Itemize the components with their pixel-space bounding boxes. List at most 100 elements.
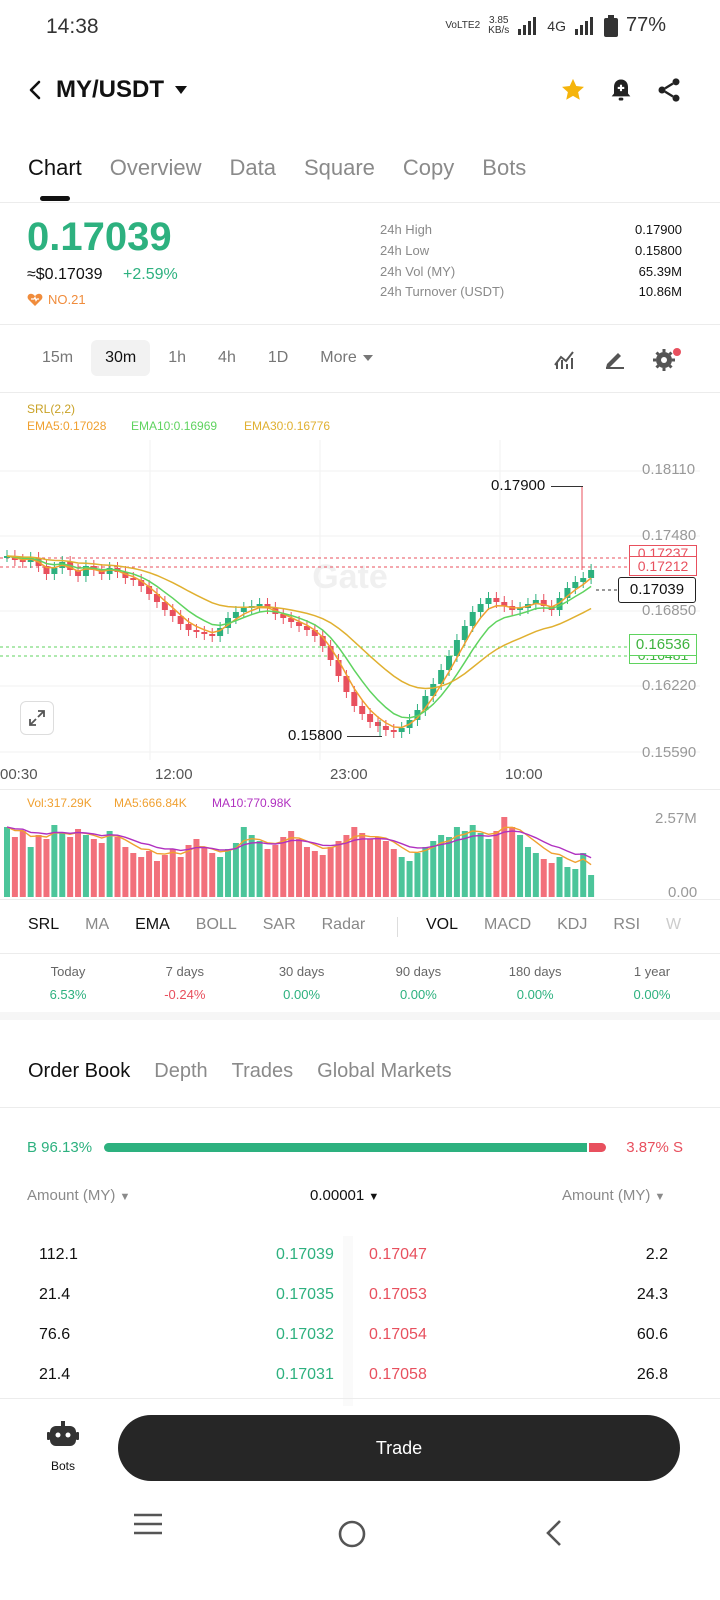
tf-15m[interactable]: 15m: [42, 349, 74, 366]
tf-30m[interactable]: 30m: [91, 340, 151, 376]
caret-down-icon: ▼: [119, 1191, 131, 1203]
candle-body: [177, 616, 184, 624]
tab-trades[interactable]: Trades: [231, 1060, 294, 1082]
ind-srl[interactable]: SRL: [28, 916, 60, 933]
sell-ratio-label: 3.87% S: [626, 1139, 683, 1156]
candle-body: [469, 612, 476, 626]
ind-ema[interactable]: EMA: [135, 916, 170, 933]
stat-label: 24h Turnover (USDT): [380, 284, 505, 300]
ind-w[interactable]: W: [666, 916, 682, 933]
performance-row: Today 6.53% 7 days -0.24% 30 days 0.00% 90 …: [10, 964, 710, 1002]
trade-button[interactable]: Trade: [118, 1415, 680, 1481]
divider: [0, 324, 720, 325]
settings-gear-icon[interactable]: [652, 346, 682, 372]
tab-copy[interactable]: Copy: [402, 155, 455, 180]
nav-back-icon[interactable]: [542, 1518, 568, 1548]
volume-bar: [477, 833, 484, 897]
orderbook-row[interactable]: 76.6 0.17032 0.17054 60.6: [0, 1326, 720, 1366]
perf-value: 0.00%: [633, 987, 671, 1002]
ind-kdj[interactable]: KDJ: [557, 916, 588, 933]
ind-ma[interactable]: MA: [85, 916, 110, 933]
candle-body: [240, 608, 247, 612]
perf-label: 7 days: [165, 964, 204, 979]
volume-bar: [264, 849, 271, 897]
orderbook-tabs: Order Book Depth Trades Global Markets: [28, 1060, 452, 1083]
tf-more[interactable]: More: [306, 340, 386, 376]
tf-1h[interactable]: 1h: [168, 349, 187, 366]
ind-sar[interactable]: SAR: [262, 916, 296, 933]
buy-ratio-label: B 96.13%: [27, 1139, 93, 1156]
recent-apps-icon[interactable]: [132, 1512, 164, 1536]
volume-bar: [67, 837, 74, 897]
volume-bar: [430, 841, 437, 897]
main-tabs: Chart Overview Data Square Copy Bots: [28, 155, 526, 181]
fullscreen-button[interactable]: [20, 701, 54, 735]
volume-bar: [193, 839, 200, 897]
volume-bar: [311, 851, 318, 897]
candle-body: [422, 696, 429, 710]
volume-bar: [485, 839, 492, 897]
low-marker-line: [347, 736, 382, 737]
vol-ma5-label: MA5:666.84K: [114, 796, 187, 810]
ind-rsi[interactable]: RSI: [613, 916, 641, 933]
ind-vol[interactable]: VOL: [426, 916, 459, 933]
bell-plus-icon[interactable]: [607, 76, 635, 104]
candle-body: [122, 572, 129, 578]
tab-order-book[interactable]: Order Book: [28, 1060, 131, 1082]
ind-macd[interactable]: MACD: [484, 916, 532, 933]
ind-boll[interactable]: BOLL: [195, 916, 237, 933]
orderbook-row[interactable]: 112.1 0.17039 0.17047 2.2: [0, 1246, 720, 1286]
tab-bots[interactable]: Bots: [482, 155, 527, 180]
volume-bar: [43, 839, 50, 897]
ask-price: 0.17053: [369, 1286, 427, 1303]
bots-button[interactable]: Bots: [38, 1420, 88, 1473]
pair-dropdown-caret[interactable]: [175, 86, 187, 94]
ema30-label: EMA30:0.16776: [244, 419, 331, 433]
volume-chart[interactable]: [0, 815, 600, 897]
tf-1d[interactable]: 1D: [267, 349, 289, 366]
back-icon[interactable]: [24, 78, 48, 102]
candlestick-chart[interactable]: Gate: [0, 440, 720, 790]
tab-chart[interactable]: Chart: [28, 155, 82, 180]
price-usd: ≈$0.17039: [27, 266, 103, 283]
candle-body: [446, 656, 453, 670]
volume-bar: [256, 841, 263, 897]
volume-bar: [27, 847, 34, 897]
status-icons: VoLTE2 3.85 KB/s 4G 77%: [445, 14, 666, 37]
volume-bar: [398, 857, 405, 897]
home-icon[interactable]: [336, 1518, 368, 1550]
col-bid-amount[interactable]: Amount (MY) ▼: [27, 1187, 130, 1204]
tf-4h[interactable]: 4h: [218, 349, 236, 366]
indicator-chart-icon[interactable]: [552, 347, 578, 371]
volume-bar: [446, 837, 453, 897]
draw-pen-icon[interactable]: [602, 346, 628, 370]
bid-price: 0.17035: [276, 1286, 334, 1303]
candle-body: [201, 632, 208, 634]
orderbook-row[interactable]: 21.4 0.17035 0.17053 24.3: [0, 1286, 720, 1326]
perf-180d: 180 days 0.00%: [477, 964, 593, 1002]
precision-select[interactable]: 0.00001 ▼: [310, 1187, 379, 1204]
share-icon[interactable]: [655, 76, 683, 104]
orderbook-row[interactable]: 21.4 0.17031 0.17058 26.8: [0, 1366, 720, 1406]
tab-data[interactable]: Data: [229, 155, 276, 180]
bid-amount: 76.6: [39, 1326, 71, 1343]
vol-y-max: 2.57M: [655, 810, 697, 827]
candle-body: [580, 578, 587, 582]
tab-square[interactable]: Square: [303, 155, 375, 180]
tf-more-label: More: [320, 349, 357, 366]
ind-radar[interactable]: Radar: [321, 916, 366, 933]
volume-bar: [98, 843, 105, 897]
bid-price: 0.17031: [276, 1366, 334, 1383]
volume-bar: [280, 837, 287, 897]
y-tick: 0.18110: [642, 461, 696, 478]
tab-depth[interactable]: Depth: [154, 1060, 208, 1082]
stat-label: 24h High: [380, 222, 433, 237]
y-tick: 0.15590: [642, 744, 697, 761]
divider: [0, 789, 720, 790]
tab-overview[interactable]: Overview: [109, 155, 202, 180]
pair-title[interactable]: MY/USDT: [56, 76, 164, 103]
tab-global-markets[interactable]: Global Markets: [317, 1060, 452, 1082]
col-ask-amount[interactable]: Amount (MY) ▼: [562, 1187, 665, 1204]
rank-badge[interactable]: NO.21: [27, 292, 86, 307]
star-icon[interactable]: [559, 76, 587, 104]
